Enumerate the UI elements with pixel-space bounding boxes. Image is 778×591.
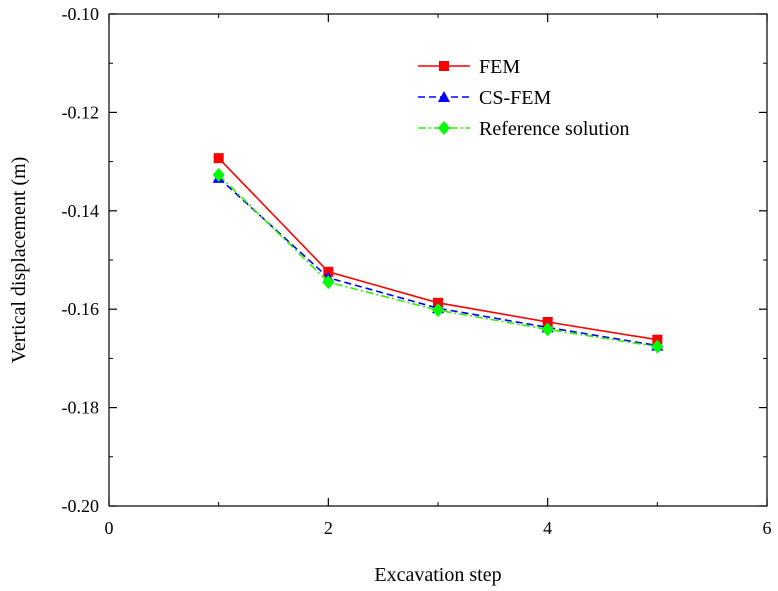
data-point	[432, 303, 444, 318]
data-point	[541, 322, 554, 337]
legend-label: CS-FEM	[479, 87, 551, 109]
series-group	[212, 153, 664, 354]
y-tick-label: -0.16	[62, 299, 100, 319]
legend-swatch-marker	[439, 61, 449, 71]
legend-label: Reference solution	[479, 118, 630, 140]
y-tick-label: -0.12	[62, 102, 100, 122]
legend: FEM CS-FEM Reference solution	[418, 56, 630, 140]
x-tick-label: 6	[763, 518, 772, 538]
x-tick-label: 2	[324, 518, 333, 538]
plot-border	[108, 13, 768, 507]
y-tick-label: -0.14	[62, 201, 100, 221]
y-tick-label: -0.10	[62, 4, 100, 24]
y-tick-label: -0.18	[62, 398, 100, 418]
x-axis-title: Excavation step	[374, 564, 501, 586]
data-point	[213, 153, 224, 164]
series-cs-fem	[212, 171, 664, 351]
legend-swatch-marker	[438, 121, 450, 135]
axis-ticks: 0 2 4 6 -0.20 -0.18 -0.16 -0.14 -0.12 -0.10	[62, 4, 772, 538]
data-point	[212, 167, 225, 182]
data-point	[651, 339, 664, 354]
series-line	[218, 177, 658, 347]
y-axis-title: Vertical displacement (m)	[8, 157, 30, 364]
x-tick-label: 0	[105, 518, 114, 538]
x-tick-label: 4	[543, 518, 552, 538]
legend-item: Reference solution	[418, 118, 630, 140]
legend-swatch-marker	[438, 91, 450, 102]
legend-item: FEM	[418, 56, 520, 78]
data-point	[322, 275, 335, 290]
series-reference-solution	[212, 167, 664, 354]
series-line	[218, 174, 658, 348]
legend-label: FEM	[479, 56, 520, 78]
y-tick-label: -0.20	[62, 496, 100, 516]
plot-area	[108, 13, 768, 507]
legend-item: CS-FEM	[418, 87, 551, 109]
